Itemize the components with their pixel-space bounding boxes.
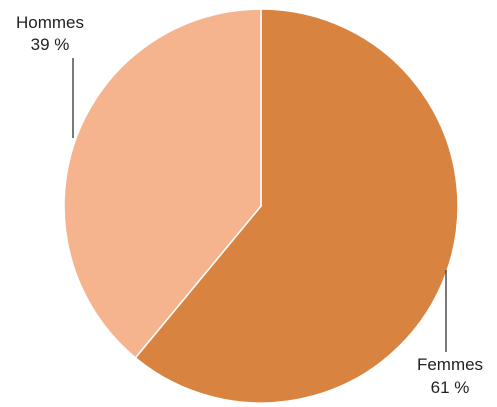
slice-label-femmes-name: Femmes [417,355,483,374]
pie-slice-hommes [63,8,262,359]
pie-slices [63,8,459,404]
slice-label-hommes-value: 39 % [31,35,70,54]
slice-label-hommes-name: Hommes [16,13,84,32]
slice-label-femmes-value: 61 % [431,378,470,397]
leader-lines [72,58,447,352]
